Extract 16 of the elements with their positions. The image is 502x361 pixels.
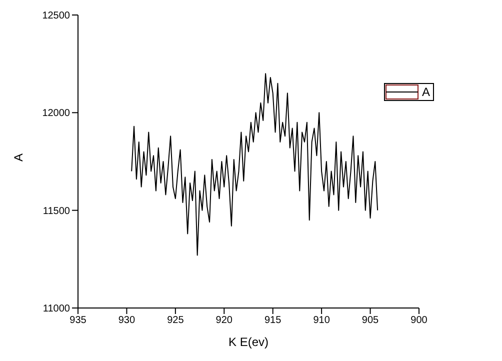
- x-tick-label: 925: [167, 315, 184, 326]
- line-series: [131, 73, 378, 256]
- y-axis-title: A: [11, 153, 26, 162]
- x-tick-label: 910: [313, 315, 330, 326]
- y-tick-label: 11500: [42, 206, 70, 217]
- x-tick-label: 935: [70, 315, 87, 326]
- legend-label: A: [420, 85, 431, 99]
- x-axis-title: K E(ev): [228, 335, 268, 349]
- x-tick-label: 930: [118, 315, 136, 326]
- y-tick-label: 12000: [42, 108, 70, 120]
- x-tick-label: 900: [410, 315, 428, 326]
- x-tick-label: 915: [264, 315, 282, 326]
- y-tick-label: 11000: [42, 304, 70, 315]
- x-tick-label: 905: [362, 315, 380, 326]
- x-tick-label: 920: [216, 315, 233, 326]
- y-tick-label: 12500: [42, 10, 70, 22]
